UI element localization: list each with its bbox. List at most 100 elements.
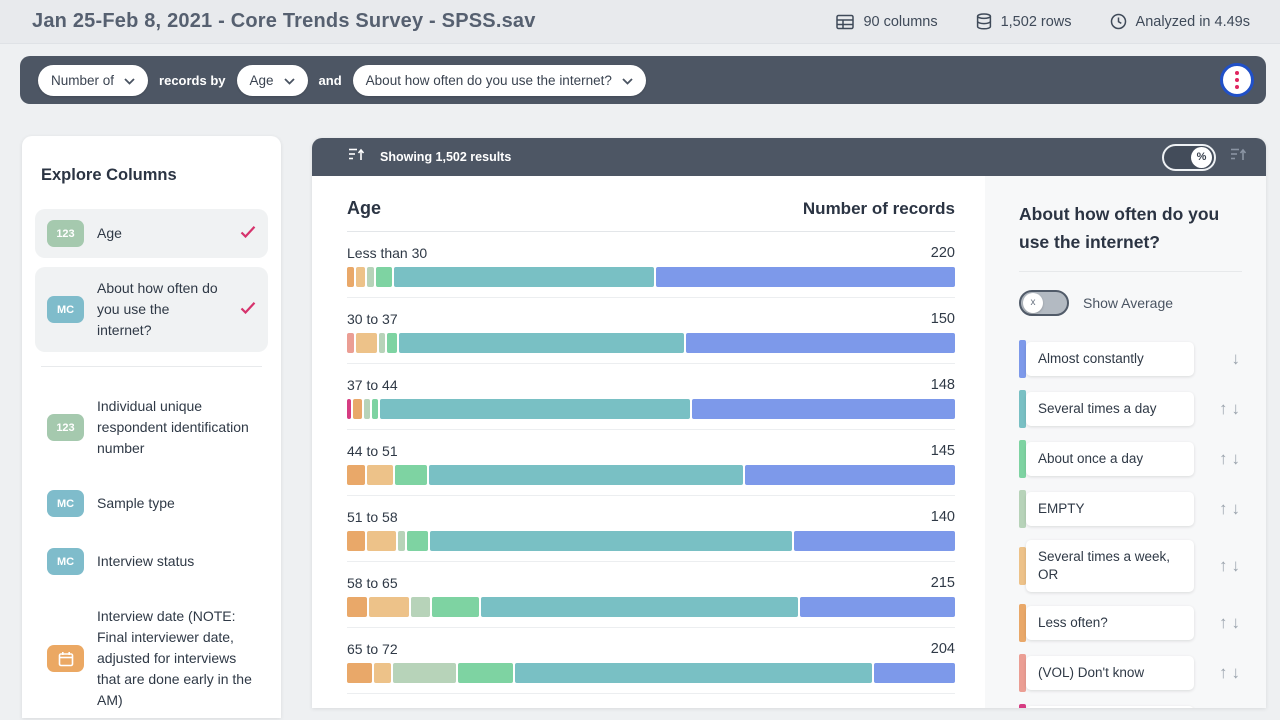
legend-color-bar <box>1019 546 1026 585</box>
move-up-icon[interactable]: ↑ <box>1219 398 1228 418</box>
bar-segment[interactable] <box>398 333 684 353</box>
move-up-icon[interactable]: ↑ <box>1219 663 1228 683</box>
bar-segment[interactable] <box>393 267 654 287</box>
sort-icon[interactable] <box>348 147 366 167</box>
bar-segment[interactable] <box>387 333 397 353</box>
more-menu-button[interactable] <box>1220 63 1254 97</box>
sidebar-items: 123 Age MC About how often do you use the i… <box>35 209 268 718</box>
chart-row: 72 to 79 123 <box>347 693 955 708</box>
sidebar-column-item[interactable]: 123 Age <box>35 209 268 258</box>
bar-segment[interactable] <box>397 531 405 551</box>
chevron-down-icon <box>124 73 135 88</box>
move-up-icon[interactable]: ↑ <box>1219 448 1228 468</box>
bar-segment[interactable] <box>745 465 956 485</box>
bar-segment[interactable] <box>655 267 955 287</box>
bar-segment[interactable] <box>356 267 365 287</box>
move-up-icon[interactable]: ↑ <box>1219 555 1228 575</box>
move-down-icon[interactable]: ↓ <box>1231 555 1241 575</box>
bar-segment[interactable] <box>366 267 374 287</box>
legend-label-card[interactable]: Almost constantly <box>1026 341 1194 376</box>
legend-label-card[interactable]: (VOL) Refused <box>1026 706 1194 708</box>
bar-segment[interactable] <box>347 663 373 683</box>
move-down-icon[interactable]: ↓ <box>1231 448 1241 468</box>
explore-columns-title: Explore Columns <box>41 166 177 184</box>
category-count: 148 <box>930 377 955 393</box>
bar-segment[interactable] <box>347 267 355 287</box>
bar-segment[interactable] <box>392 663 457 683</box>
move-down-icon[interactable]: ↓ <box>1231 613 1241 633</box>
bar-segment[interactable] <box>874 663 955 683</box>
bar-segment[interactable] <box>347 465 365 485</box>
bar-segment[interactable] <box>347 333 354 353</box>
legend-label-card[interactable]: Less often? <box>1026 606 1194 641</box>
legend-reorder-arrows: ↑ ↓ <box>1194 556 1242 576</box>
move-up-icon[interactable]: ↑ <box>1219 498 1228 518</box>
query-bar: Number of records by Age and About how o… <box>20 56 1266 104</box>
category-label: 72 to 79 <box>347 707 398 708</box>
move-down-icon[interactable]: ↓ <box>1231 498 1241 518</box>
move-up-icon[interactable]: ↑ <box>1219 613 1228 633</box>
bar-segment[interactable] <box>431 597 479 617</box>
bar-segment[interactable] <box>347 531 365 551</box>
bar-segment[interactable] <box>371 399 378 419</box>
bar-segment[interactable] <box>515 663 873 683</box>
category-count: 215 <box>930 575 955 591</box>
legend-label-card[interactable]: About once a day <box>1026 441 1194 476</box>
move-down-icon[interactable]: ↓ <box>1231 348 1241 368</box>
bar-segment[interactable] <box>793 531 955 551</box>
legend-label-card[interactable]: Several times a day <box>1026 391 1194 426</box>
results-card: Showing 1,502 results % Age Number of re… <box>312 138 1266 708</box>
bar-segment[interactable] <box>363 399 370 419</box>
sidebar-item-label: Interview date (NOTE: Final interviewer … <box>97 608 252 708</box>
bar-segment[interactable] <box>366 531 396 551</box>
show-average-toggle[interactable]: x <box>1019 289 1069 316</box>
bar-segment[interactable] <box>395 465 427 485</box>
bar-segment[interactable] <box>685 333 955 353</box>
sidebar-column-item[interactable]: 123 Individual unique respondent identifi… <box>35 385 268 470</box>
legend-item: Almost constantly ↓ <box>1019 339 1242 378</box>
sidebar-column-item[interactable]: MC About how often do you use the interne… <box>35 267 268 352</box>
bar-segment[interactable] <box>374 663 391 683</box>
stacked-bar <box>347 531 955 551</box>
bar-segment[interactable] <box>367 465 394 485</box>
bar-segment[interactable] <box>406 531 428 551</box>
sort-icon[interactable] <box>1230 147 1248 167</box>
sidebar-column-item[interactable]: MC Interview status <box>35 537 268 586</box>
legend-label-card[interactable]: Several times a week, OR <box>1026 539 1194 593</box>
stacked-bar <box>347 399 956 419</box>
move-down-icon[interactable]: ↓ <box>1231 398 1241 418</box>
bar-segment[interactable] <box>799 597 955 617</box>
bar-segment[interactable] <box>369 597 409 617</box>
category-count: 220 <box>930 245 955 261</box>
group-by-dropdown-value: Age <box>249 72 274 88</box>
bar-segment[interactable] <box>480 597 798 617</box>
numeric-type-badge: 123 <box>47 220 84 247</box>
bar-segment[interactable] <box>375 267 392 287</box>
bar-segment[interactable] <box>355 333 378 353</box>
split-column-panel: About how often do you use the internet?… <box>985 176 1266 708</box>
category-count: 123 <box>931 707 955 708</box>
percent-toggle[interactable]: % <box>1162 143 1216 171</box>
bar-segment[interactable] <box>352 399 362 419</box>
sidebar-column-item[interactable]: Interview date (NOTE: Final interviewer … <box>35 595 268 718</box>
bar-segment[interactable] <box>458 663 514 683</box>
measure-dropdown[interactable]: Number of <box>38 64 149 96</box>
bar-segment[interactable] <box>429 531 792 551</box>
split-by-dropdown-value: About how often do you use the internet? <box>365 72 612 88</box>
legend-label-card[interactable]: EMPTY <box>1026 491 1194 526</box>
chevron-down-icon <box>283 73 295 88</box>
group-by-dropdown[interactable]: Age <box>236 64 308 96</box>
bar-segment[interactable] <box>410 597 430 617</box>
bar-segment[interactable] <box>379 333 386 353</box>
legend-color-bar <box>1019 339 1026 378</box>
bar-segment[interactable] <box>691 399 956 419</box>
legend-label-card[interactable]: (VOL) Don't know <box>1026 656 1194 691</box>
stacked-bar <box>347 333 955 353</box>
bar-segment[interactable] <box>379 399 690 419</box>
bar-segment[interactable] <box>347 399 351 419</box>
split-by-dropdown[interactable]: About how often do you use the internet? <box>352 64 646 96</box>
bar-segment[interactable] <box>428 465 744 485</box>
sidebar-column-item[interactable]: MC Sample type <box>35 479 268 528</box>
bar-segment[interactable] <box>347 597 368 617</box>
move-down-icon[interactable]: ↓ <box>1231 663 1241 683</box>
